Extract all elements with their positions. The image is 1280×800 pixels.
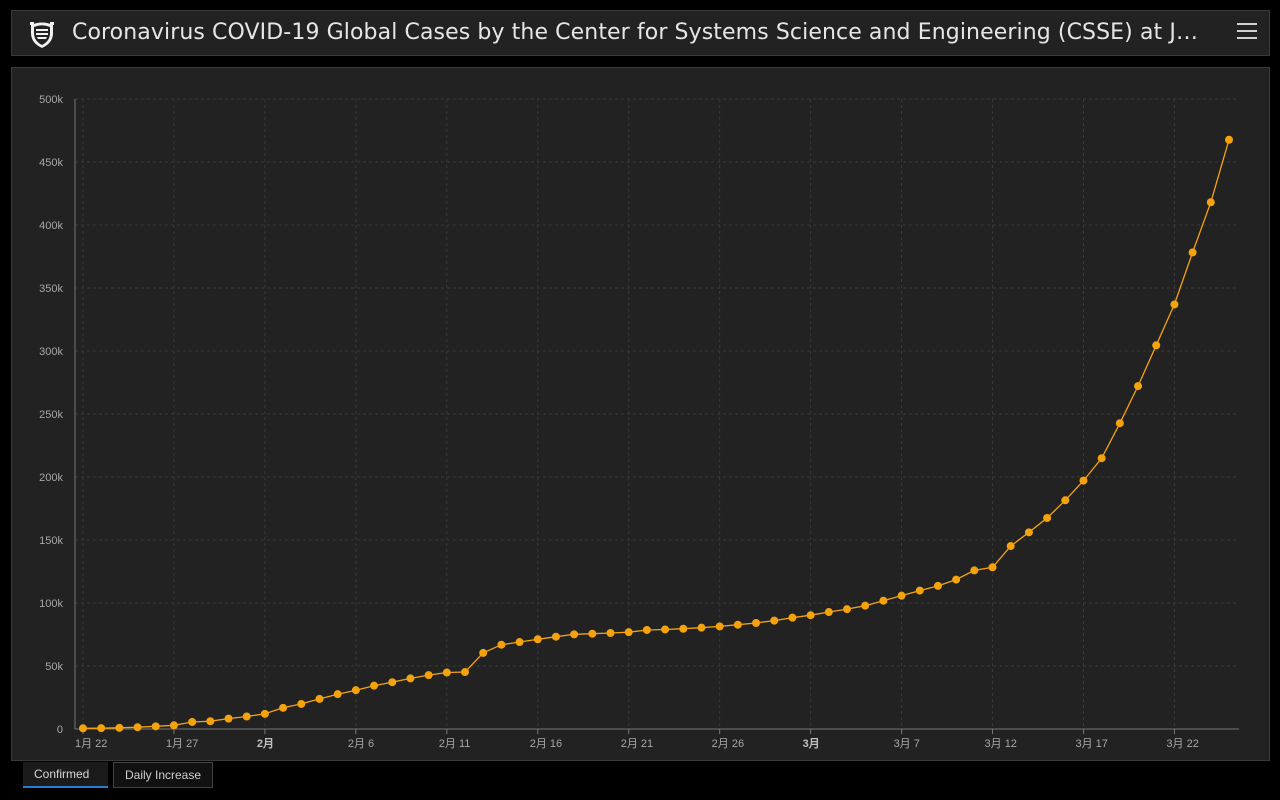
data-point[interactable] — [624, 628, 633, 637]
data-point[interactable] — [1043, 514, 1052, 523]
data-point[interactable] — [333, 690, 342, 699]
x-tick-label: 3月 — [803, 737, 820, 750]
data-point[interactable] — [697, 623, 706, 632]
y-tick-label: 50k — [45, 661, 63, 673]
data-point[interactable] — [351, 686, 360, 695]
x-tick-label: 1月 27 — [166, 738, 198, 750]
y-tick-label: 150k — [39, 535, 63, 547]
page-title: Coronavirus COVID-19 Global Cases by the… — [72, 20, 1202, 45]
data-point[interactable] — [879, 596, 888, 605]
confirmed-cases-chart: 0 50k 100k 150k 200k 250k 300k 350k 400k 450k 500k… — [39, 94, 1239, 750]
data-point[interactable] — [1006, 542, 1015, 551]
data-point[interactable] — [479, 648, 488, 657]
data-point[interactable] — [970, 566, 979, 575]
tab-confirmed[interactable]: Confirmed — [23, 762, 108, 788]
data-point[interactable] — [770, 616, 779, 625]
data-point[interactable] — [406, 674, 415, 683]
y-tick-label: 200k — [39, 472, 63, 484]
chart-panel: 0 50k 100k 150k 200k 250k 300k 350k 400k 450k 500k… — [11, 67, 1270, 761]
data-point[interactable] — [661, 625, 670, 634]
data-point[interactable] — [588, 629, 597, 638]
tab-daily-increase[interactable]: Daily Increase — [113, 762, 214, 788]
data-point[interactable] — [788, 613, 797, 622]
data-point[interactable] — [115, 723, 124, 732]
data-point[interactable] — [242, 712, 251, 721]
hamburger-menu-icon[interactable] — [1237, 23, 1257, 43]
x-tick-label: 3月 17 — [1075, 738, 1107, 750]
data-point[interactable] — [279, 703, 288, 712]
data-point[interactable] — [224, 714, 233, 723]
data-point[interactable] — [515, 638, 524, 647]
x-tick-label: 2月 6 — [348, 738, 374, 750]
x-tick-label: 3月 7 — [894, 738, 920, 750]
y-tick-label: 300k — [39, 346, 63, 358]
data-point[interactable] — [606, 628, 615, 637]
data-point[interactable] — [1097, 454, 1106, 463]
data-point[interactable] — [79, 724, 87, 733]
data-point[interactable] — [133, 723, 142, 732]
data-point[interactable] — [297, 699, 306, 708]
data-point[interactable] — [933, 581, 942, 590]
data-point[interactable] — [1024, 528, 1033, 537]
data-point[interactable] — [370, 681, 379, 690]
data-point[interactable] — [1188, 248, 1197, 257]
data-point[interactable] — [861, 601, 870, 610]
y-tick-label: 100k — [39, 598, 63, 610]
data-point[interactable] — [1115, 419, 1124, 428]
data-point[interactable] — [461, 668, 469, 677]
data-point[interactable] — [570, 630, 579, 639]
x-tick-label: 2月 26 — [712, 738, 744, 750]
data-point[interactable] — [1225, 135, 1233, 144]
data-point[interactable] — [424, 671, 433, 680]
data-point[interactable] — [151, 722, 160, 731]
data-point[interactable] — [551, 632, 560, 641]
x-tick-label: 3月 12 — [985, 738, 1017, 750]
data-point[interactable] — [1061, 496, 1070, 505]
data-point[interactable] — [1134, 382, 1143, 391]
data-point[interactable] — [188, 717, 197, 726]
x-tick-label: 1月 22 — [75, 738, 107, 750]
series-line — [82, 139, 1230, 729]
data-point[interactable] — [752, 619, 761, 628]
data-point[interactable] — [843, 605, 851, 614]
data-point[interactable] — [260, 709, 269, 718]
data-point[interactable] — [1079, 476, 1088, 485]
data-point[interactable] — [733, 620, 742, 629]
data-point[interactable] — [206, 717, 215, 726]
x-tick-label: 2月 — [257, 737, 274, 750]
data-point[interactable] — [1170, 300, 1179, 309]
data-point[interactable] — [824, 608, 833, 617]
y-tick-label: 250k — [39, 409, 63, 421]
x-tick-label: 2月 16 — [530, 738, 562, 750]
y-tick-label: 0 — [57, 724, 63, 736]
data-point[interactable] — [169, 721, 178, 730]
x-tick-label: 2月 21 — [621, 738, 653, 750]
data-point[interactable] — [1152, 341, 1161, 350]
y-tick-label: 500k — [39, 94, 63, 106]
data-point[interactable] — [679, 624, 688, 633]
data-point[interactable] — [1206, 198, 1215, 207]
data-point[interactable] — [915, 586, 924, 595]
data-point[interactable] — [715, 622, 724, 631]
y-tick-label: 450k — [39, 157, 63, 169]
y-tick-label: 400k — [39, 220, 63, 232]
data-point[interactable] — [442, 668, 451, 677]
data-point[interactable] — [388, 678, 397, 687]
app-header: Coronavirus COVID-19 Global Cases by the… — [11, 10, 1270, 56]
data-point[interactable] — [988, 563, 997, 572]
data-point[interactable] — [97, 724, 106, 733]
data-point[interactable] — [315, 694, 324, 703]
x-tick-label: 2月 11 — [439, 738, 471, 750]
university-shield-icon — [30, 22, 54, 48]
data-point[interactable] — [533, 635, 542, 644]
data-point[interactable] — [806, 611, 815, 620]
data-point[interactable] — [897, 591, 906, 600]
y-tick-label: 350k — [39, 283, 63, 295]
data-point[interactable] — [642, 625, 651, 634]
x-tick-label: 3月 22 — [1166, 738, 1198, 750]
data-point[interactable] — [497, 640, 506, 649]
data-point[interactable] — [952, 575, 961, 584]
